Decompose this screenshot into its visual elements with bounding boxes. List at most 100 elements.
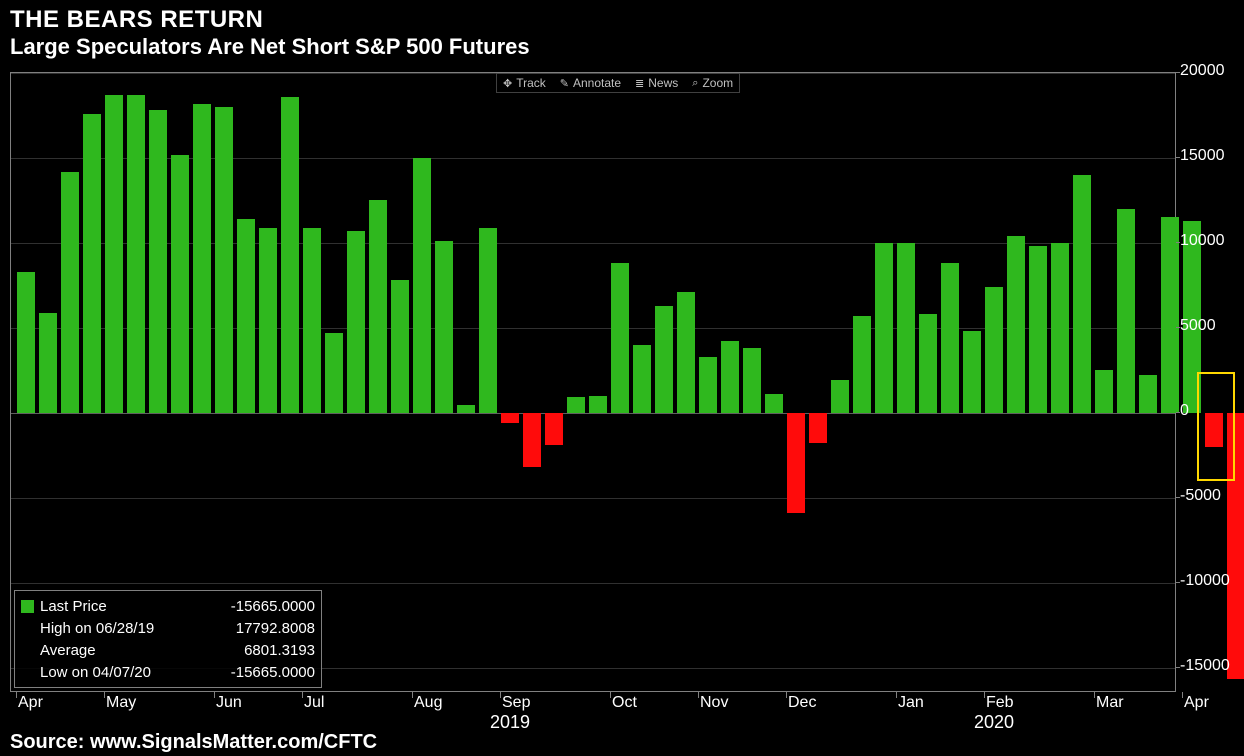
x-tick-label: Oct [612,694,637,712]
annotate-icon: ✎ [560,77,569,90]
bar [985,287,1003,413]
bar [105,95,123,413]
x-tick-mark [698,692,699,698]
bar [523,413,541,467]
chart-subtitle: Large Speculators Are Net Short S&P 500 … [10,34,1234,60]
bar [1073,175,1091,413]
bar [149,110,167,412]
bar [897,243,915,413]
bar [1139,375,1157,412]
bar [325,333,343,413]
stat-label: High on 06/28/19 [40,620,154,637]
y-tick-label: 0 [1180,402,1189,420]
gridline [11,583,1175,584]
x-tick-mark [412,692,413,698]
bar [215,107,233,413]
x-tick-mark [1094,692,1095,698]
bar [919,314,937,413]
x-tick-label: Jul [304,694,324,712]
x-tick-label: May [106,694,136,712]
x-tick-label: Jun [216,694,242,712]
bar [1117,209,1135,413]
x-tick-mark [16,692,17,698]
x-tick-label: Feb [986,694,1014,712]
bar [17,272,35,413]
x-tick-mark [500,692,501,698]
bar [1161,217,1179,412]
bar [369,200,387,412]
bar [479,228,497,413]
bar [303,228,321,413]
y-tick-mark [1176,242,1180,243]
y-tick-mark [1176,412,1180,413]
bar [259,228,277,413]
y-tick-label: 15000 [1180,147,1225,165]
y-tick-mark [1176,327,1180,328]
legend-swatch [21,644,34,657]
y-tick-label: -5000 [1180,487,1221,505]
y-tick-mark [1176,157,1180,158]
x-tick-label: Nov [700,694,728,712]
bar [545,413,563,445]
bar [435,241,453,413]
news-icon: ≣ [635,77,644,90]
legend-swatch [21,666,34,679]
bar [809,413,827,444]
x-tick-label: Mar [1096,694,1124,712]
x-tick-label: Apr [1184,694,1209,712]
y-tick-mark [1176,72,1180,73]
y-axis: 20000150001000050000-5000-10000-15000 [1180,72,1240,692]
bar [237,219,255,413]
bar [941,263,959,412]
stats-box: Last Price-15665.0000High on 06/28/19177… [14,590,322,688]
bar [171,155,189,413]
track-icon: ✥ [503,77,512,90]
x-tick-label: Sep [502,694,530,712]
stat-value: -15665.0000 [231,664,315,681]
toolbar-track-button[interactable]: ✥ Track [503,76,546,90]
bar [457,405,475,413]
source-footer: Source: www.SignalsMatter.com/CFTC [10,731,377,754]
y-tick-label: 20000 [1180,62,1225,80]
stat-value: -15665.0000 [231,598,315,615]
x-axis: AprMayJunJulAugSepOctNovDecJanFebMarApr2… [10,694,1176,734]
bar [963,331,981,413]
bar [1095,370,1113,412]
bar [83,114,101,413]
y-tick-label: -10000 [1180,572,1230,590]
x-tick-mark [104,692,105,698]
x-tick-mark [214,692,215,698]
stat-label: Low on 04/07/20 [40,664,151,681]
toolbar-zoom-button[interactable]: ⌕Zoom [692,76,733,90]
legend-swatch [21,600,34,613]
y-tick-mark [1176,582,1180,583]
bar [1029,246,1047,412]
bar [655,306,673,413]
bar [787,413,805,513]
bar [765,394,783,413]
toolbar-label: Zoom [702,76,733,90]
toolbar-news-button[interactable]: ≣News [635,76,678,90]
chart-header: THE BEARS RETURN Large Speculators Are N… [0,0,1244,62]
bar [743,348,761,413]
x-tick-mark [302,692,303,698]
bar [391,280,409,412]
toolbar-label: Track [516,76,546,90]
legend-swatch [21,622,34,635]
stats-row: Low on 04/07/20 -15665.0000 [21,661,315,683]
bar [611,263,629,412]
bar [831,380,849,412]
stats-row: High on 06/28/19 17792.8008 [21,617,315,639]
bar [567,397,585,412]
y-tick-mark [1176,497,1180,498]
bar [875,243,893,413]
toolbar-annotate-button[interactable]: ✎Annotate [560,76,621,90]
bar [853,316,871,413]
x-tick-mark [786,692,787,698]
bar [61,172,79,413]
x-tick-mark [610,692,611,698]
stat-label: Average [40,642,96,659]
bar [193,104,211,413]
stat-value: 17792.8008 [236,620,315,637]
gridline [11,498,1175,499]
